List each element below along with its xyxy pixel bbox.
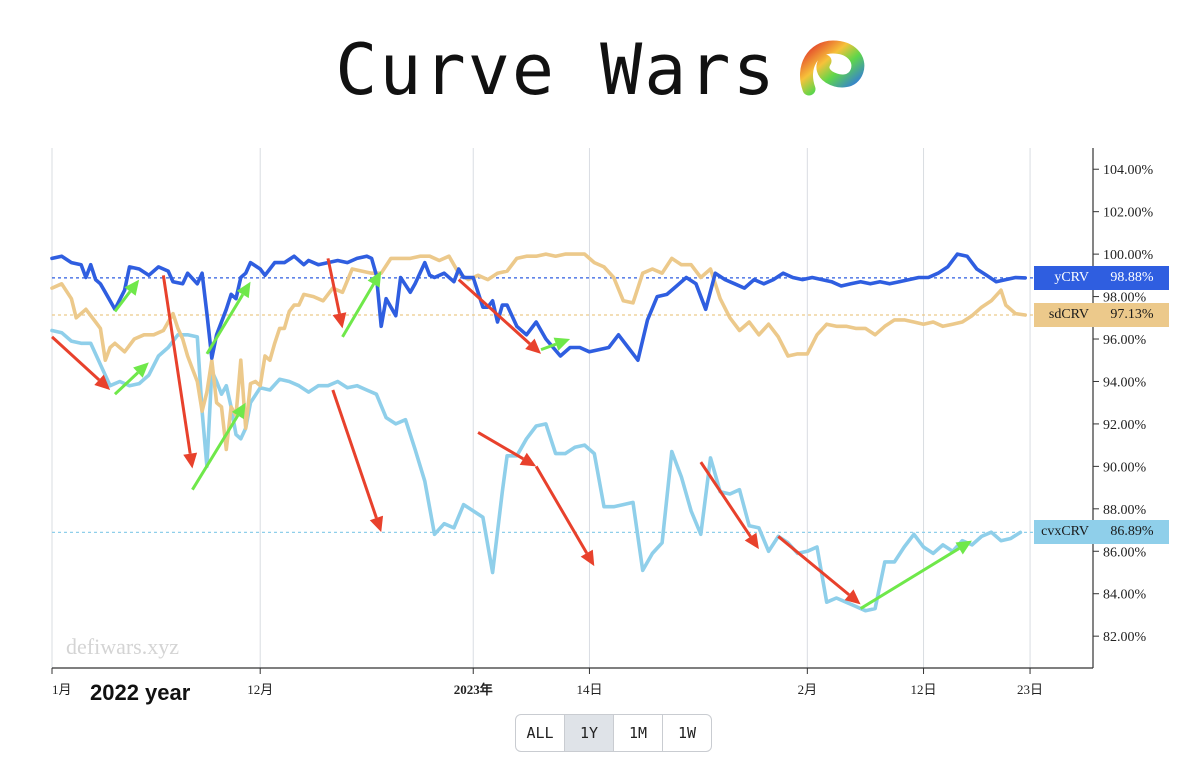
arrow-head: [183, 452, 198, 469]
arrow-shaft: [777, 535, 850, 596]
chart-axes: [52, 148, 1094, 669]
arrow-head: [955, 540, 972, 555]
badge-series-value: 97.13%: [1110, 307, 1154, 323]
arrow-shaft: [457, 278, 531, 345]
x-grid-lines: [51, 148, 1031, 668]
y-tick-label: 102.00%: [1103, 206, 1154, 221]
arrow-shaft: [326, 258, 341, 315]
arrow-head: [124, 279, 140, 296]
arrow-shaft: [331, 389, 378, 519]
up-trend-arrow: [113, 279, 140, 313]
arrow-shaft: [540, 342, 557, 352]
arrow-head: [332, 312, 347, 329]
y-tick-label: 96.00%: [1103, 333, 1147, 348]
y-tick-label: 88.00%: [1103, 503, 1147, 518]
arrow-head: [525, 338, 542, 354]
range-selector: ALL 1Y 1M 1W: [515, 714, 712, 752]
up-trend-arrow: [113, 362, 149, 396]
y-tick-label: 84.00%: [1103, 588, 1147, 603]
arrow-head: [744, 532, 759, 550]
arrow-head: [580, 549, 595, 567]
arrow-head: [133, 362, 149, 378]
arrow-shaft: [341, 283, 375, 338]
arrow-shaft: [191, 414, 240, 491]
arrow-shaft: [113, 290, 132, 313]
down-trend-arrow: [534, 465, 595, 567]
arrow-head: [231, 402, 246, 420]
y-tick-label: 92.00%: [1103, 418, 1147, 433]
badge-series-value: 86.89%: [1110, 524, 1154, 540]
arrow-head: [519, 452, 537, 467]
y-tick-label: 98.00%: [1103, 291, 1147, 306]
x-tick-label: 2月: [798, 682, 818, 697]
range-1m-button[interactable]: 1M: [614, 715, 663, 751]
badge-yCRV: yCRV 98.88%: [1034, 265, 1169, 290]
up-trend-arrow: [859, 540, 972, 610]
down-trend-arrow: [331, 389, 384, 533]
x-tick-label: 2023年: [454, 682, 493, 697]
arrow-head: [553, 337, 571, 351]
down-trend-arrow: [699, 461, 759, 550]
y-tick-label: 100.00%: [1103, 248, 1154, 263]
watermark: defiwars.xyz: [66, 634, 180, 659]
x-tick-label: 14日: [576, 682, 602, 697]
down-trend-arrow: [326, 258, 347, 329]
arrow-shaft: [477, 431, 524, 461]
down-trend-arrow: [457, 278, 542, 354]
arrow-head: [369, 515, 384, 533]
year-label: 2022 year: [90, 680, 191, 705]
arrow-shaft: [534, 465, 589, 554]
up-trend-arrow: [191, 402, 246, 491]
range-all-button[interactable]: ALL: [516, 715, 565, 751]
range-1w-button[interactable]: 1W: [677, 724, 697, 742]
x-axis-ticks: 1月 12月 2023年 14日 2月 12日 23日: [51, 668, 1043, 697]
x-tick-label: 1月: [52, 682, 72, 697]
y-tick-label: 104.00%: [1103, 163, 1154, 178]
series-line-yCRV: [50, 252, 1027, 362]
arrow-head: [367, 271, 382, 288]
badge-series-value: 98.88%: [1110, 269, 1154, 285]
badge-cvxCRV: cvxCRV 86.89%: [1034, 520, 1169, 545]
x-tick-label: 12日: [911, 682, 937, 697]
down-trend-arrow: [161, 275, 198, 469]
y-tick-label: 82.00%: [1103, 630, 1147, 645]
arrow-shaft: [205, 293, 245, 355]
page-title: Curve Wars: [335, 29, 777, 111]
range-1y-button[interactable]: 1Y: [565, 715, 614, 751]
x-tick-label: 23日: [1017, 682, 1043, 697]
arrow-head: [844, 589, 861, 605]
arrow-shaft: [50, 335, 101, 381]
up-trend-arrow: [341, 271, 382, 338]
y-axis-ticks: 82.00% 84.00% 86.00% 88.00% 90.00% 92.00% 94.0…: [1093, 163, 1154, 645]
down-trend-arrow: [50, 335, 111, 390]
badge-series-name: cvxCRV: [1041, 524, 1089, 540]
up-trend-arrow: [205, 281, 251, 355]
arrow-head: [94, 374, 111, 390]
arrow-shaft: [859, 547, 960, 610]
series-line-cvxCRV: [50, 328, 1023, 613]
series-lines: [50, 252, 1027, 613]
y-tick-label: 86.00%: [1103, 545, 1147, 560]
x-tick-label: 12月: [247, 682, 273, 697]
arrow-shaft: [161, 275, 192, 454]
arrow-shaft: [113, 371, 139, 396]
curve-logo-icon: [799, 40, 865, 96]
arrow-shaft: [699, 461, 752, 538]
badge-sdCRV: sdCRV 97.13%: [1034, 303, 1169, 328]
arrow-head: [236, 281, 251, 299]
title-row: Curve Wars: [0, 20, 1200, 120]
badge-series-name: yCRV: [1054, 269, 1089, 285]
badge-series-name: sdCRV: [1048, 307, 1089, 323]
down-trend-arrow: [777, 535, 861, 605]
y-tick-label: 94.00%: [1103, 375, 1147, 390]
trend-arrows: [50, 258, 972, 610]
up-trend-arrow: [540, 337, 571, 352]
down-trend-arrow: [477, 431, 537, 467]
y-tick-label: 90.00%: [1103, 460, 1147, 475]
